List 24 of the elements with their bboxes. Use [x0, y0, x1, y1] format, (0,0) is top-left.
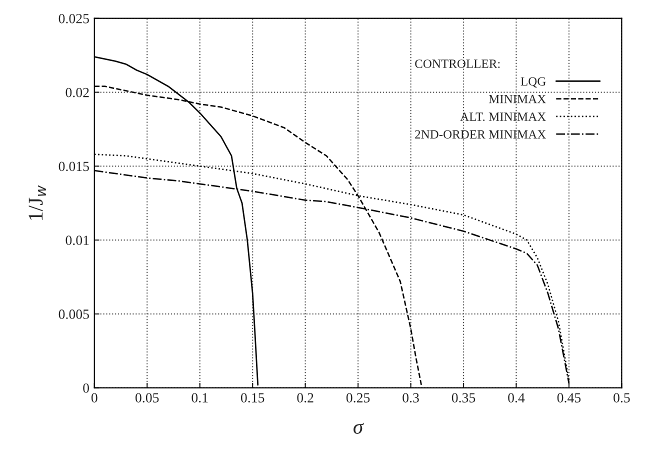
x-axis-title: σ: [354, 422, 364, 434]
x-tick-label: 0: [91, 393, 98, 402]
y-tick-label: 0.01: [66, 236, 89, 246]
legend-title: CONTROLLER:: [415, 60, 500, 68]
y-tick-label: 0.005: [58, 310, 89, 319]
x-tick-label: 0.5: [614, 393, 630, 403]
y-tick-label: 0: [83, 383, 90, 393]
y-tick-label: 0.015: [58, 162, 89, 172]
legend-label: MINIMAX: [488, 94, 546, 104]
x-tick-label: 0.3: [402, 393, 419, 403]
x-tick-label: 0.15: [240, 393, 264, 403]
x-tick-label: 0.4: [508, 393, 525, 403]
y-tick-label: 0.025: [58, 14, 89, 24]
y-axis-title: 1/J$_{w}$: [28, 185, 46, 220]
legend-label: LQG: [520, 77, 546, 88]
x-tick-label: 0.45: [557, 393, 581, 403]
legend-label: 2ND-ORDER MINIMAX: [415, 130, 546, 139]
x-tick-label: 0.05: [136, 393, 159, 403]
y-tick-label: 0.02: [66, 88, 89, 98]
x-tick-label: 0.35: [452, 393, 476, 403]
x-tick-label: 0.2: [297, 393, 314, 403]
x-tick-label: 0.1: [192, 393, 208, 403]
x-tick-label: 0.25: [346, 393, 370, 403]
legend-label: ALT. MINIMAX: [460, 112, 546, 122]
